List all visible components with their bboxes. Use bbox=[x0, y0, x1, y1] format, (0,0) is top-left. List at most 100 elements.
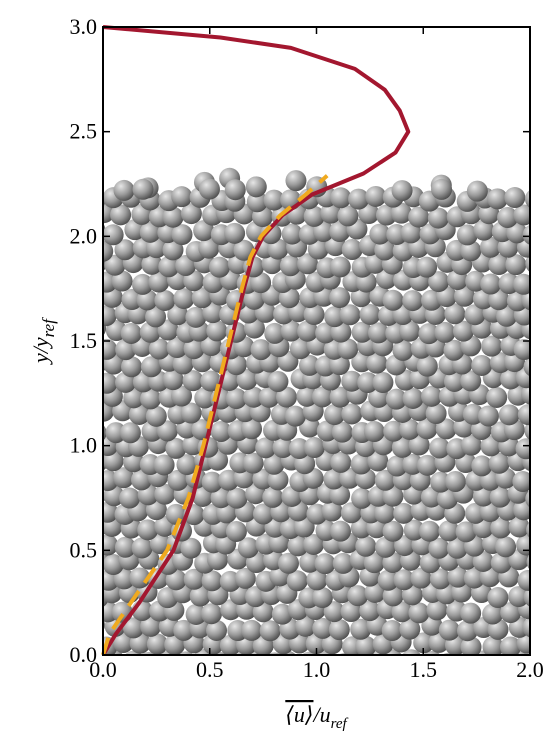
particle bbox=[329, 386, 351, 408]
particle bbox=[172, 353, 194, 375]
particle bbox=[224, 222, 246, 244]
x-label-sub: ref bbox=[331, 716, 349, 732]
particle bbox=[314, 553, 336, 575]
particle bbox=[171, 385, 193, 407]
particle bbox=[167, 304, 189, 326]
particle bbox=[311, 386, 333, 408]
particle bbox=[488, 452, 510, 474]
particle bbox=[241, 418, 263, 440]
particle bbox=[427, 207, 449, 229]
particle bbox=[416, 418, 438, 440]
particle bbox=[312, 617, 334, 639]
x-label-part: ⟨u⟩ bbox=[285, 702, 313, 727]
particle bbox=[426, 599, 448, 621]
particle bbox=[103, 372, 118, 394]
particle bbox=[114, 239, 136, 261]
particle bbox=[200, 603, 222, 625]
particle bbox=[259, 620, 281, 642]
particle bbox=[280, 320, 302, 342]
particle bbox=[279, 255, 301, 277]
particle bbox=[173, 288, 195, 310]
particle bbox=[372, 372, 394, 394]
particle bbox=[176, 454, 198, 476]
particle bbox=[513, 204, 530, 226]
particle bbox=[119, 487, 141, 509]
particle bbox=[521, 289, 530, 311]
particle bbox=[120, 322, 142, 344]
particle bbox=[329, 256, 351, 278]
particle bbox=[103, 338, 118, 360]
particle bbox=[466, 180, 488, 202]
particle bbox=[297, 253, 319, 275]
x-tick-label: 1.5 bbox=[410, 657, 438, 682]
particle bbox=[312, 220, 334, 242]
particle bbox=[513, 273, 530, 295]
particle bbox=[324, 404, 346, 426]
particle bbox=[258, 386, 280, 408]
particle bbox=[263, 189, 285, 211]
particle bbox=[131, 537, 153, 559]
particle bbox=[375, 536, 397, 558]
particle bbox=[329, 520, 351, 542]
particle bbox=[413, 632, 435, 654]
particle bbox=[103, 240, 114, 262]
particle bbox=[462, 403, 484, 425]
y-tick-label: 2.5 bbox=[70, 119, 98, 144]
particle bbox=[460, 636, 482, 655]
particle bbox=[113, 467, 135, 489]
particle bbox=[295, 615, 317, 637]
y-tick-label: 2.0 bbox=[70, 223, 98, 248]
particle bbox=[180, 402, 202, 424]
particle bbox=[425, 403, 447, 425]
particle bbox=[132, 178, 154, 200]
y-label-sub: ref bbox=[39, 317, 58, 338]
particle bbox=[225, 520, 247, 542]
particle bbox=[185, 306, 207, 328]
particle bbox=[500, 636, 522, 655]
particle bbox=[132, 273, 154, 295]
particle bbox=[255, 437, 277, 459]
particle bbox=[113, 179, 135, 201]
particle bbox=[128, 403, 150, 425]
particle bbox=[438, 619, 460, 641]
particle bbox=[154, 289, 176, 311]
particle bbox=[267, 371, 289, 393]
particle bbox=[482, 603, 504, 625]
series-line bbox=[101, 174, 329, 656]
particle bbox=[140, 615, 162, 637]
particle bbox=[464, 304, 486, 326]
particle bbox=[357, 372, 379, 394]
particle bbox=[444, 303, 466, 325]
particle bbox=[182, 370, 204, 392]
particle bbox=[517, 404, 530, 426]
particle bbox=[202, 302, 224, 324]
particle bbox=[416, 256, 438, 278]
particle bbox=[180, 537, 202, 559]
particle bbox=[377, 569, 399, 591]
particle bbox=[367, 485, 389, 507]
particle bbox=[355, 635, 377, 655]
particle bbox=[148, 338, 170, 360]
particle bbox=[505, 254, 527, 276]
particle bbox=[456, 224, 478, 246]
particle bbox=[171, 224, 193, 246]
particle-bed bbox=[103, 167, 544, 655]
particle bbox=[236, 369, 258, 391]
particle bbox=[386, 455, 408, 477]
particle bbox=[121, 289, 143, 311]
particle bbox=[532, 305, 544, 326]
particle bbox=[443, 339, 465, 361]
particle bbox=[473, 219, 495, 241]
particle bbox=[428, 271, 450, 293]
particle bbox=[206, 320, 228, 342]
particle bbox=[287, 535, 309, 557]
particle bbox=[206, 619, 228, 641]
particle bbox=[171, 186, 193, 208]
particle bbox=[430, 471, 452, 493]
particle bbox=[130, 469, 152, 491]
particle bbox=[522, 617, 530, 638]
particle bbox=[338, 652, 351, 655]
particle bbox=[277, 552, 299, 574]
particle bbox=[303, 205, 325, 227]
particle bbox=[482, 636, 504, 655]
